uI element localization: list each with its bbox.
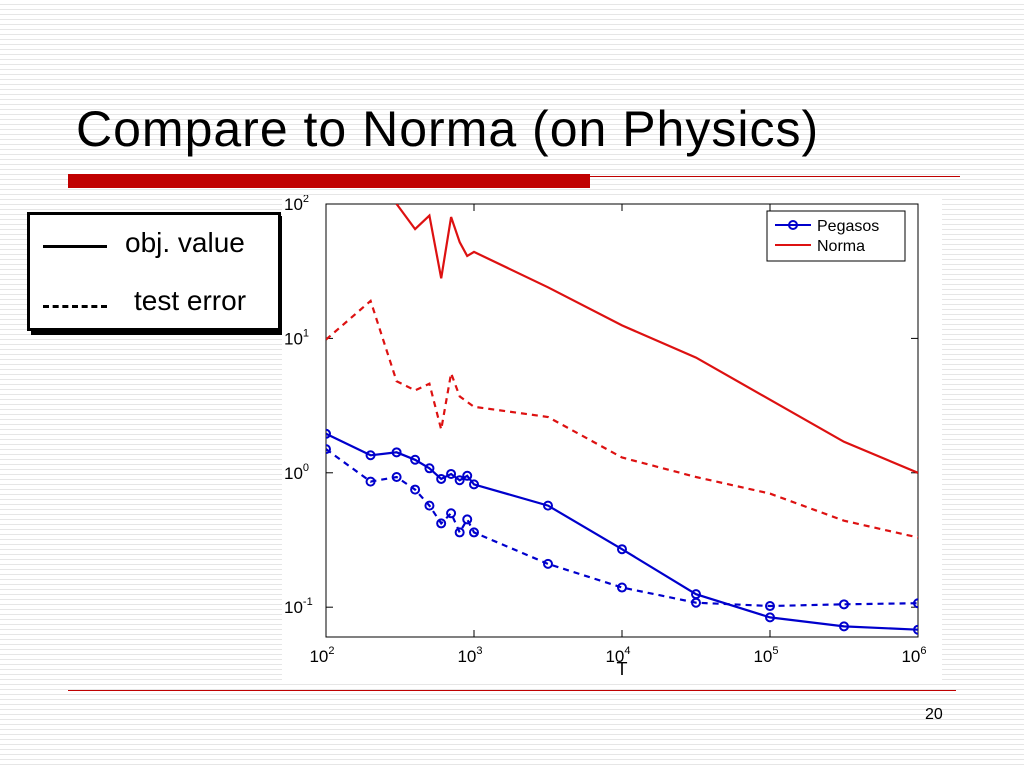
y-tick-label: 100 [284,462,309,483]
data-point-pegasos-test-error [617,582,627,593]
data-point-pegasos-test-error [326,444,331,455]
data-point-pegasos-obj-value [542,500,553,511]
footer-rule [68,690,956,691]
plot-legend-box [766,210,906,262]
plot-legend: Pegasos Norma [766,210,906,262]
data-point-pegasos-test-error [410,484,421,495]
plot-legend-label: Norma [817,238,865,255]
data-point-pegasos-test-error [469,527,479,538]
title-underline-rule [590,176,960,177]
x-tick-label: 106 [901,645,926,666]
data-point-pegasos-obj-value [462,470,473,481]
x-tick-label: 102 [309,645,334,666]
page-number: 20 [925,706,943,723]
x-axis-label: T [617,659,628,679]
data-point-pegasos-test-error [765,601,775,612]
data-point-pegasos-obj-value [839,621,850,632]
legend-label-obj-value: obj. value [125,227,245,258]
data-point-pegasos-test-error [913,598,918,609]
data-point-pegasos-obj-value [446,468,457,479]
data-point-pegasos-obj-value [424,463,435,474]
series-line-norma-test-error [326,298,918,539]
data-point-pegasos-test-error [436,518,447,529]
data-point-pegasos-test-error [391,472,402,483]
chart-panel: 102 103 104 105 106 102 101 100 10-1 Pegasos Norm… [282,195,942,683]
plot-legend-label: Pegasos [817,218,879,235]
data-point-pegasos-obj-value [410,454,421,465]
data-point-pegasos-obj-value [617,544,627,555]
data-point-pegasos-test-error [839,599,850,610]
data-point-pegasos-test-error [446,508,457,519]
legend-row-obj-value: obj. value [30,225,278,265]
log-log-chart: 102 103 104 105 106 102 101 100 10-1 Pegasos Norm… [284,195,927,679]
x-tick-label: 104 [605,645,630,666]
series-layer [326,204,918,635]
data-point-pegasos-obj-value [765,612,775,623]
y-tick-label: 102 [284,195,309,214]
plot-frame [325,203,919,638]
solid-line-sample [43,245,107,248]
dashed-line-sample [43,305,107,308]
data-point-pegasos-test-error [454,527,465,538]
x-tick-label: 103 [457,645,482,666]
data-point-pegasos-test-error [462,514,473,525]
line-style-legend: obj. value test error [27,212,281,331]
data-point-pegasos-obj-value [365,450,376,461]
x-tick-label: 105 [753,645,778,666]
data-point-pegasos-obj-value [391,447,402,458]
axis-ticks: 102 103 104 105 106 102 101 100 10-1 [284,195,927,666]
plot-legend-marker [788,220,798,230]
title-underline-bar [68,174,590,188]
data-point-pegasos-obj-value [469,479,479,490]
data-point-pegasos-obj-value [436,473,447,484]
data-point-pegasos-obj-value [454,475,465,486]
y-tick-label: 101 [284,327,309,348]
data-point-pegasos-obj-value [326,428,331,439]
series-line-pegasos-test-error [326,448,918,608]
data-point-pegasos-test-error [424,500,435,511]
data-point-pegasos-obj-value [913,624,918,635]
legend-row-test-error: test error [30,285,278,325]
data-point-pegasos-test-error [691,597,702,608]
series-line-norma-obj-value [395,204,918,474]
slide-title: Compare to Norma (on Physics) [76,101,820,157]
legend-label-test-error: test error [134,285,247,316]
y-tick-label: 10-1 [284,596,313,617]
data-point-pegasos-test-error [365,476,376,487]
data-point-pegasos-test-error [542,558,553,569]
